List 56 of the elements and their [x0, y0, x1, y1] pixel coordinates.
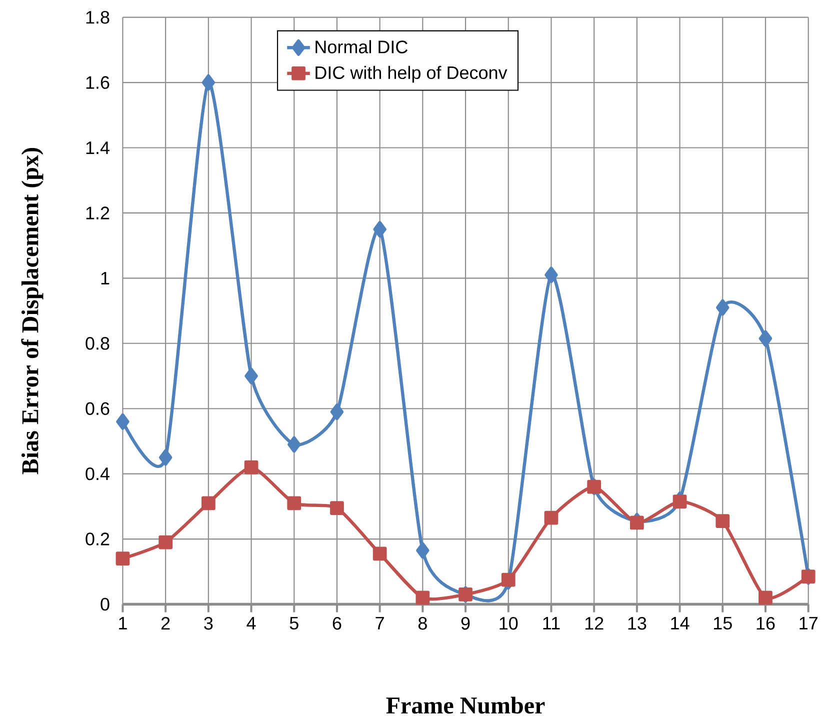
- point: [544, 511, 558, 525]
- x-tick-label: 6: [332, 617, 342, 630]
- point: [201, 496, 216, 510]
- point: [373, 221, 386, 238]
- x-tick-label: 2: [161, 617, 170, 630]
- y-tick-label: 1.6: [86, 76, 110, 90]
- point: [372, 546, 387, 561]
- x-tick-label: 7: [376, 617, 384, 630]
- point: [330, 404, 344, 420]
- point: [630, 516, 644, 530]
- x-tick-label: 9: [461, 617, 470, 630]
- point: [287, 496, 302, 510]
- x-tick-label: 15: [714, 617, 732, 630]
- point: [416, 590, 430, 605]
- y-tick-label: 1.8: [86, 11, 110, 24]
- y-tick-label: 0.6: [86, 402, 110, 416]
- point: [758, 330, 772, 347]
- point: [244, 368, 258, 384]
- point: [544, 266, 558, 284]
- y-axis-title: Bias Error of Displacement (px): [21, 148, 44, 474]
- point: [116, 414, 130, 430]
- y-tick-label: 1: [101, 272, 110, 285]
- point: [158, 449, 172, 466]
- y-tick-label: 0: [100, 598, 110, 611]
- legend-label: DIC with help of Deconv: [316, 66, 508, 83]
- point: [158, 536, 173, 550]
- x-tick-label: 16: [756, 617, 775, 630]
- x-axis-title: Frame Number: [386, 696, 545, 714]
- y-tick-label: 0.8: [86, 337, 110, 350]
- point: [330, 501, 344, 516]
- point: [116, 552, 130, 566]
- point: [716, 514, 730, 528]
- x-tick-label: 1: [119, 617, 127, 630]
- x-tick-label: 11: [543, 617, 560, 630]
- point: [758, 590, 772, 605]
- x-tick-label: 8: [418, 617, 427, 630]
- y-tick-label: 0.2: [86, 532, 110, 546]
- x-tick-label: 10: [500, 617, 518, 630]
- point: [672, 494, 687, 509]
- point: [202, 74, 216, 92]
- x-tick-label: 5: [290, 617, 298, 630]
- y-tick-label: 1.2: [86, 206, 110, 220]
- x-tick-label: 12: [585, 617, 604, 630]
- x-tick-label: 13: [628, 617, 646, 630]
- x-tick-label: 4: [246, 617, 256, 630]
- x-tick-label: 17: [800, 617, 818, 630]
- point: [501, 573, 516, 587]
- legend-label: Normal DIC: [316, 40, 408, 54]
- point: [716, 299, 730, 316]
- x-tick-label: 3: [204, 617, 213, 630]
- x-tick-label: 14: [671, 617, 690, 630]
- point: [416, 542, 430, 559]
- y-tick-label: 0.4: [86, 468, 110, 480]
- point: [288, 436, 301, 453]
- y-tick-label: 1.4: [86, 142, 110, 154]
- point: [244, 460, 258, 474]
